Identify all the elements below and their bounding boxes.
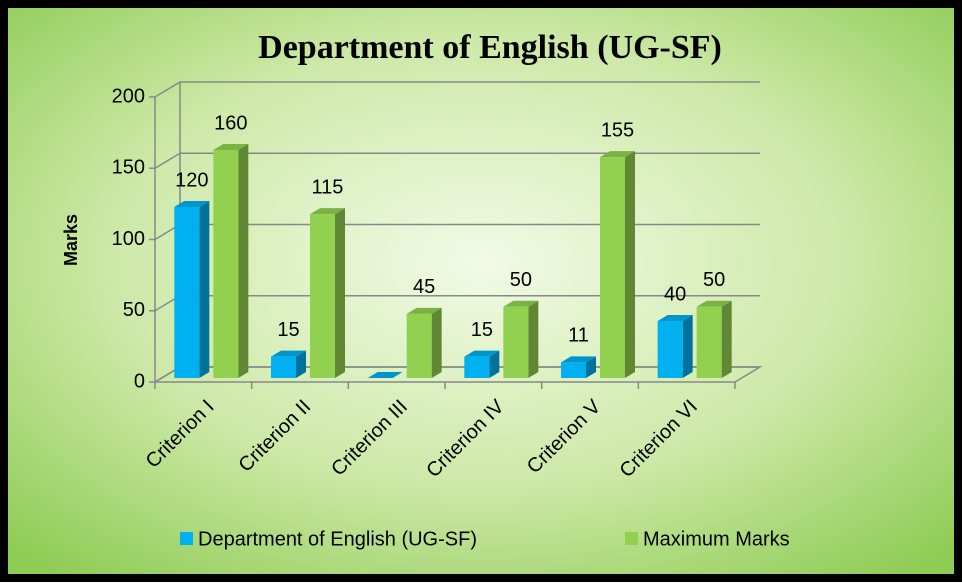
data-label: 155 (601, 119, 634, 141)
data-label: 160 (214, 112, 247, 134)
legend-label: Department of English (UG-SF) (198, 528, 477, 550)
grid-line (154, 152, 760, 169)
bar (503, 306, 529, 378)
data-label: 45 (413, 276, 435, 298)
bar-top (464, 350, 500, 357)
bar (406, 313, 432, 378)
bar-top (657, 315, 693, 321)
legend-swatch (625, 532, 638, 545)
bar (271, 356, 296, 378)
bar-top (271, 350, 306, 357)
data-label: 50 (510, 269, 532, 291)
data-label: 40 (664, 283, 686, 305)
y-tick-label: 150 (112, 157, 145, 179)
chart-title: Department of English (UG-SF) (258, 29, 722, 66)
bar-top (561, 356, 596, 363)
legend-swatch (180, 532, 193, 545)
bar-top (367, 372, 403, 378)
grid-line (154, 81, 760, 98)
bar (174, 207, 200, 378)
bar-side (721, 300, 732, 378)
bar-top (213, 144, 249, 150)
bar (696, 306, 722, 378)
data-label: 115 (312, 176, 344, 198)
bar-side (296, 350, 306, 378)
y-tick-label: 100 (112, 228, 145, 250)
data-label: 15 (277, 319, 299, 341)
bar-side (489, 350, 500, 378)
bar-side (682, 315, 693, 378)
data-label: 11 (568, 325, 589, 347)
bar (561, 362, 586, 378)
bar-top (600, 151, 635, 158)
y-tick-label: 50 (123, 299, 145, 321)
bar-side (238, 144, 249, 378)
bar-top (310, 208, 345, 215)
bar (600, 157, 625, 378)
y-axis-label: Marks (61, 214, 81, 266)
bar (464, 356, 490, 378)
bar (657, 321, 683, 378)
bar-side (335, 208, 345, 378)
bar-side (199, 201, 210, 378)
bar-top (503, 300, 539, 307)
data-label: 50 (703, 269, 725, 291)
legend-label: Maximum Marks (643, 528, 790, 550)
bar-top (406, 307, 442, 314)
bar-top (696, 300, 732, 307)
data-label: 120 (175, 169, 208, 191)
bar-top (174, 201, 210, 207)
data-label: 15 (471, 319, 493, 341)
y-tick-label: 200 (112, 85, 145, 107)
bar-side (625, 151, 635, 378)
bar-side (431, 307, 442, 378)
y-tick-label: 0 (134, 370, 145, 392)
bar-side (586, 356, 596, 378)
bar (310, 214, 335, 378)
bar (213, 150, 239, 378)
bar-side (528, 300, 539, 378)
